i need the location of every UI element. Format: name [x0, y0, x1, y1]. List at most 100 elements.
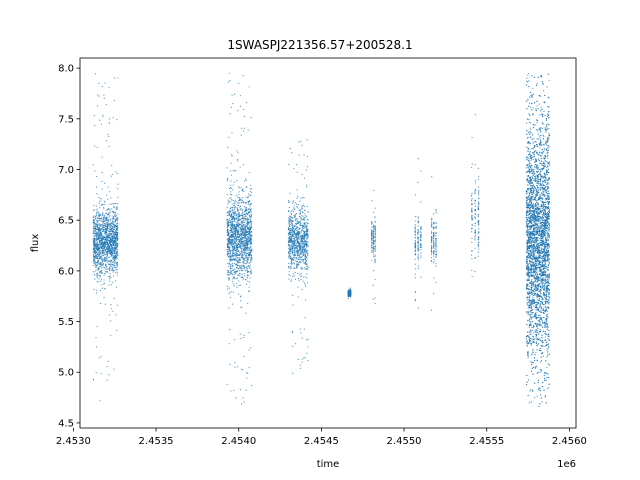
- data-point: [100, 256, 102, 258]
- data-point: [106, 221, 108, 223]
- data-point: [250, 215, 252, 217]
- data-point: [477, 255, 479, 257]
- data-point: [92, 209, 94, 211]
- data-point: [233, 216, 236, 218]
- data-point: [95, 292, 98, 294]
- data-point: [539, 387, 541, 389]
- data-point: [111, 208, 113, 210]
- data-point: [94, 278, 96, 280]
- data-point: [246, 246, 248, 248]
- data-point: [371, 251, 373, 253]
- data-point: [114, 238, 116, 240]
- data-point: [304, 253, 306, 255]
- data-point: [241, 368, 243, 370]
- data-point: [230, 227, 232, 229]
- data-point: [226, 254, 229, 256]
- data-point: [228, 287, 231, 289]
- data-point: [299, 200, 301, 202]
- data-point: [229, 363, 231, 365]
- data-point: [231, 242, 233, 244]
- data-point: [287, 234, 290, 236]
- data-point: [107, 284, 110, 286]
- data-point: [349, 292, 352, 295]
- data-point: [435, 222, 437, 224]
- data-point: [430, 249, 433, 251]
- data-point: [102, 266, 104, 268]
- data-point: [289, 253, 291, 255]
- data-point: [116, 264, 118, 266]
- data-point: [293, 209, 296, 211]
- data-point: [543, 149, 546, 151]
- data-point: [243, 108, 245, 110]
- data-point: [227, 240, 230, 243]
- data-point: [113, 257, 115, 259]
- data-point: [237, 293, 240, 295]
- data-point: [101, 227, 103, 230]
- data-point: [247, 280, 249, 282]
- data-point: [248, 262, 251, 264]
- data-point: [234, 211, 236, 213]
- data-point: [111, 236, 113, 238]
- data-point: [236, 207, 238, 209]
- data-point: [241, 247, 243, 249]
- data-point: [237, 186, 240, 188]
- data-point: [110, 334, 112, 337]
- data-point: [294, 247, 296, 249]
- data-point: [112, 221, 114, 224]
- data-point: [435, 244, 437, 246]
- data-point: [372, 238, 374, 240]
- data-point: [242, 261, 244, 264]
- data-point: [431, 240, 433, 242]
- data-point: [243, 248, 245, 250]
- data-point: [304, 209, 306, 211]
- data-point: [117, 183, 119, 185]
- data-point: [433, 243, 435, 246]
- data-point: [290, 224, 293, 226]
- data-point: [110, 245, 112, 247]
- data-point: [243, 268, 246, 270]
- data-point: [477, 205, 479, 207]
- data-point: [108, 374, 110, 376]
- data-point: [105, 264, 107, 267]
- data-point: [92, 264, 94, 267]
- data-point: [246, 237, 248, 239]
- data-point: [238, 272, 241, 275]
- data-point: [96, 276, 98, 278]
- data-point: [430, 219, 433, 221]
- data-point: [99, 223, 101, 225]
- data-point: [229, 113, 231, 115]
- data-point: [478, 186, 480, 188]
- data-point: [242, 216, 244, 218]
- data-point: [105, 220, 107, 222]
- data-point: [230, 257, 232, 259]
- data-point: [108, 269, 111, 272]
- data-point: [96, 273, 98, 275]
- data-point: [95, 346, 98, 348]
- data-point: [234, 170, 236, 172]
- data-point: [430, 242, 432, 244]
- data-point: [98, 257, 100, 259]
- data-point: [471, 217, 473, 219]
- data-point: [296, 221, 298, 223]
- data-point: [97, 218, 99, 220]
- data-point: [98, 254, 100, 256]
- data-point: [433, 232, 435, 234]
- data-point: [246, 371, 248, 374]
- data-point: [374, 229, 376, 231]
- data-point: [303, 241, 305, 243]
- data-point: [297, 296, 299, 298]
- data-point: [246, 220, 249, 222]
- data-point: [414, 244, 416, 246]
- data-point: [104, 288, 106, 290]
- data-point: [245, 230, 247, 232]
- data-point: [101, 270, 103, 272]
- data-point: [94, 274, 96, 276]
- data-point: [95, 230, 97, 232]
- data-point: [293, 207, 295, 209]
- data-point: [289, 215, 291, 217]
- data-point: [109, 266, 111, 268]
- data-point: [99, 214, 101, 216]
- data-point: [250, 234, 252, 236]
- data-point: [101, 229, 104, 231]
- data-point: [238, 224, 240, 226]
